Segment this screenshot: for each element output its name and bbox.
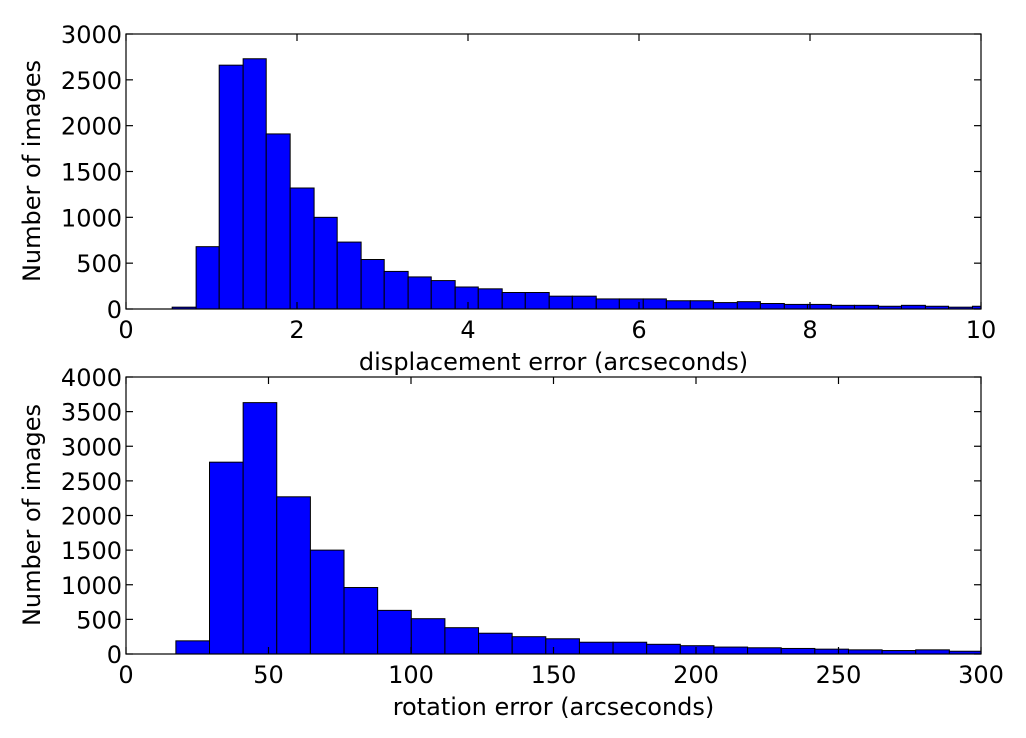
histogram-bar [646, 643, 681, 655]
y-tick-label: 500 [76, 606, 122, 634]
y-tick-label: 500 [76, 250, 122, 278]
y-tick-label: 2500 [61, 468, 122, 496]
histogram-bar [407, 276, 432, 310]
histogram-bar [736, 301, 761, 310]
displacement-error-histogram: 0 2 4 6 8 10 0 500 1000 1500 2000 2500 3000 displacem… [18, 21, 996, 376]
histogram-bar [175, 640, 211, 655]
histogram-bar [759, 303, 785, 310]
histogram-bar [578, 641, 614, 655]
histogram-bar [209, 461, 244, 655]
histogram-bar [612, 641, 648, 655]
y-tick-label: 0 [107, 641, 122, 669]
histogram-bar [915, 649, 950, 655]
histogram-bar [276, 496, 311, 655]
histogram-bar [618, 298, 644, 310]
histogram-bar [477, 288, 503, 310]
y-tick-label: 1500 [61, 159, 122, 187]
x-tick-label: 2 [289, 316, 304, 344]
histogram-bar [511, 636, 547, 655]
histogram-bar [642, 298, 667, 310]
histogram-bar [847, 649, 883, 655]
y-tick-label: 3000 [61, 21, 122, 49]
histogram-bar [430, 280, 456, 310]
x-tick-label: 250 [816, 661, 862, 689]
y-axis-label: Number of images [18, 60, 46, 282]
histogram-bar [814, 648, 849, 655]
histogram-bar [478, 632, 513, 655]
histogram-bar [665, 300, 691, 310]
histogram-bar [242, 58, 267, 310]
y-tick-label: 2500 [61, 67, 122, 95]
histogram-bar [289, 187, 315, 310]
histogram-bar [524, 292, 550, 310]
histogram-bar [218, 64, 244, 310]
x-tick-label: 8 [802, 316, 817, 344]
histogram-bar [454, 286, 479, 310]
histogram-bar [713, 646, 749, 655]
x-tick-label: 100 [388, 661, 434, 689]
histogram-bar [336, 241, 362, 310]
histogram-bar [679, 645, 715, 655]
histogram-bar [265, 133, 291, 310]
x-tick-label: 200 [673, 661, 719, 689]
histogram-bar [444, 627, 480, 655]
y-axis-label: Number of images [18, 404, 46, 626]
histogram-bar [343, 587, 379, 655]
histogram-bar [383, 270, 409, 310]
histogram-bar [360, 259, 385, 310]
histogram-bar [595, 298, 620, 310]
histogram-bar [545, 638, 580, 655]
histogram-bar [712, 302, 738, 310]
x-tick-label: 10 [966, 316, 997, 344]
histogram-bar [313, 216, 338, 310]
histogram-bar [806, 303, 832, 310]
y-tick-label: 1000 [61, 204, 122, 232]
x-tick-label: 0 [118, 661, 133, 689]
x-axis-label: displacement error (arcseconds) [359, 348, 748, 376]
x-tick-label: 300 [958, 661, 1004, 689]
histogram-bar [783, 303, 808, 310]
histogram-bar [410, 618, 446, 655]
y-tick-label: 0 [107, 296, 122, 324]
histogram-bar [780, 647, 816, 655]
y-tick-label: 2000 [61, 113, 122, 141]
histogram-bar [689, 300, 714, 310]
y-tick-label: 1500 [61, 537, 122, 565]
rotation-error-histogram: 0 50 100 150 200 250 3000500100015002000250030… [18, 364, 1004, 721]
histogram-bar [242, 402, 278, 655]
histogram-bar [548, 295, 573, 310]
y-tick-label: 1000 [61, 572, 122, 600]
histogram-bar [195, 246, 220, 310]
y-tick-label: 3500 [61, 399, 122, 427]
x-axis-label: rotation error (arcseconds) [393, 693, 715, 721]
y-tick-label: 3000 [61, 433, 122, 461]
x-tick-label: 4 [460, 316, 475, 344]
x-tick-label: 150 [531, 661, 577, 689]
x-tick-label: 50 [253, 661, 284, 689]
y-tick-label: 2000 [61, 503, 122, 531]
histogram-bar [377, 609, 412, 655]
histogram-bar [571, 295, 597, 310]
histogram-bar [501, 292, 526, 310]
y-tick-label: 4000 [61, 364, 122, 392]
histogram-bar [309, 549, 345, 655]
x-tick-label: 6 [631, 316, 646, 344]
x-tick-label: 0 [118, 316, 133, 344]
histogram-bar [747, 647, 782, 655]
